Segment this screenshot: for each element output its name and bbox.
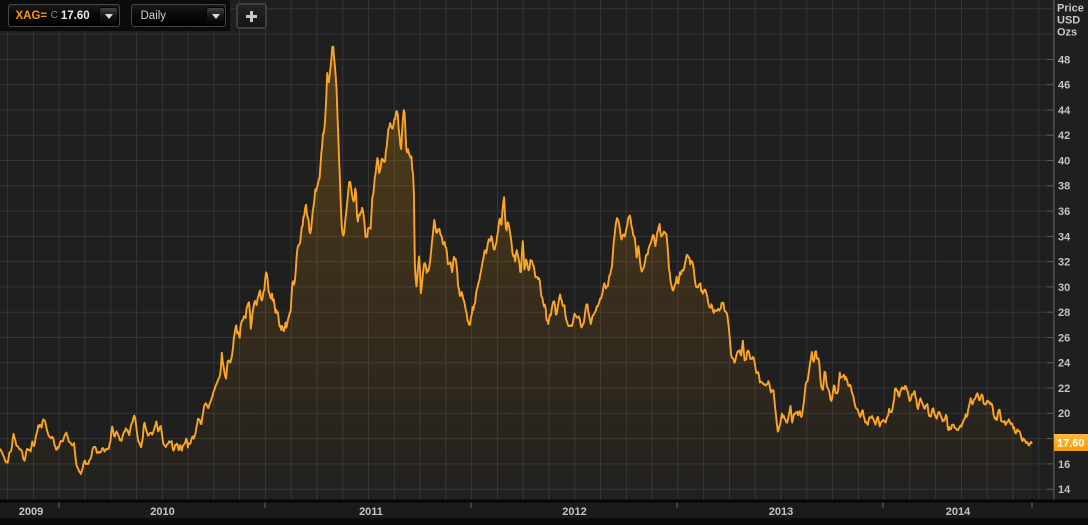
svg-text:44: 44: [1058, 105, 1071, 117]
svg-text:17.60: 17.60: [1057, 438, 1085, 450]
svg-text:40: 40: [1058, 155, 1070, 167]
svg-text:26: 26: [1058, 332, 1070, 344]
svg-text:2013: 2013: [769, 506, 793, 518]
svg-text:2011: 2011: [359, 506, 383, 518]
svg-text:46: 46: [1058, 80, 1070, 92]
svg-text:Price: Price: [1057, 3, 1084, 15]
svg-text:32: 32: [1058, 257, 1070, 269]
svg-text:USD: USD: [1057, 15, 1080, 27]
svg-text:42: 42: [1058, 130, 1070, 142]
svg-text:24: 24: [1058, 358, 1071, 370]
svg-text:2014: 2014: [946, 506, 971, 518]
svg-text:38: 38: [1058, 181, 1070, 193]
svg-text:48: 48: [1058, 54, 1070, 66]
svg-text:2012: 2012: [562, 506, 586, 518]
svg-text:16: 16: [1058, 459, 1070, 471]
svg-text:2009: 2009: [19, 506, 43, 518]
svg-text:20: 20: [1058, 408, 1070, 420]
svg-text:Ozs: Ozs: [1057, 27, 1077, 39]
svg-text:2010: 2010: [150, 506, 174, 518]
svg-text:36: 36: [1058, 206, 1070, 218]
svg-text:30: 30: [1058, 282, 1070, 294]
svg-text:34: 34: [1058, 231, 1071, 243]
svg-text:28: 28: [1058, 307, 1070, 319]
svg-text:14: 14: [1058, 484, 1071, 496]
svg-text:22: 22: [1058, 383, 1070, 395]
